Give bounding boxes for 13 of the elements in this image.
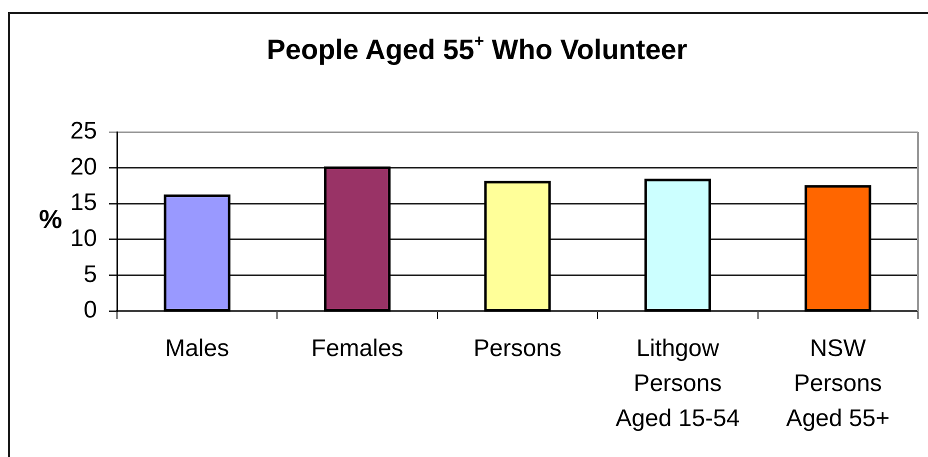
x-tick-label: NSW Persons Aged 55+ [786,335,890,432]
x-tick-label: Males [165,335,230,362]
y-tick-label: 20 [70,153,97,180]
x-tick-label: Females [311,335,404,362]
y-tick-label: 15 [70,189,97,216]
y-tick-label: 5 [84,260,97,288]
y-tick-label: 10 [70,225,97,252]
chart-title: People Aged 55$^{+}$ Who Volunteer [266,31,688,67]
x-tick-label: Persons [473,335,562,362]
y-tick-label: 0 [84,296,97,324]
y-axis-title: % [39,204,62,235]
y-tick-label: 25 [70,118,97,145]
x-tick-label: Lithgow Persons Aged 15-54 [616,335,740,432]
